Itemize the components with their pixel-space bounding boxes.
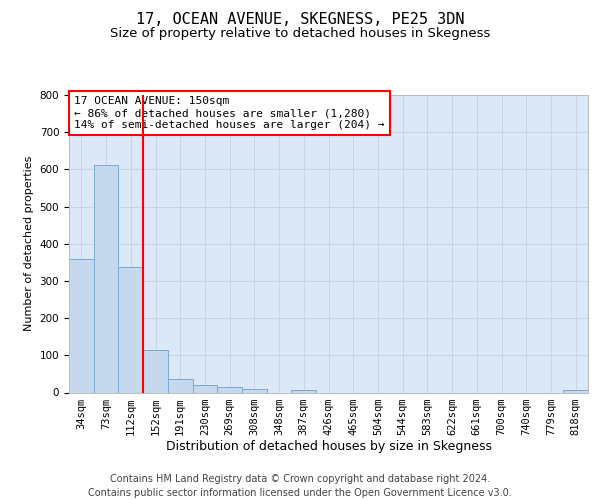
Bar xyxy=(168,379,193,392)
Bar xyxy=(69,260,94,392)
X-axis label: Distribution of detached houses by size in Skegness: Distribution of detached houses by size … xyxy=(166,440,491,454)
Bar xyxy=(242,389,267,392)
Bar xyxy=(217,387,242,392)
Bar xyxy=(563,390,588,392)
Text: Contains HM Land Registry data © Crown copyright and database right 2024.
Contai: Contains HM Land Registry data © Crown c… xyxy=(88,474,512,498)
Bar xyxy=(118,267,143,392)
Text: 17, OCEAN AVENUE, SKEGNESS, PE25 3DN: 17, OCEAN AVENUE, SKEGNESS, PE25 3DN xyxy=(136,12,464,28)
Bar xyxy=(292,390,316,392)
Text: Size of property relative to detached houses in Skegness: Size of property relative to detached ho… xyxy=(110,28,490,40)
Y-axis label: Number of detached properties: Number of detached properties xyxy=(24,156,34,332)
Text: 17 OCEAN AVENUE: 150sqm
← 86% of detached houses are smaller (1,280)
14% of semi: 17 OCEAN AVENUE: 150sqm ← 86% of detache… xyxy=(74,96,385,130)
Bar xyxy=(193,385,217,392)
Bar xyxy=(143,350,168,393)
Bar xyxy=(94,165,118,392)
